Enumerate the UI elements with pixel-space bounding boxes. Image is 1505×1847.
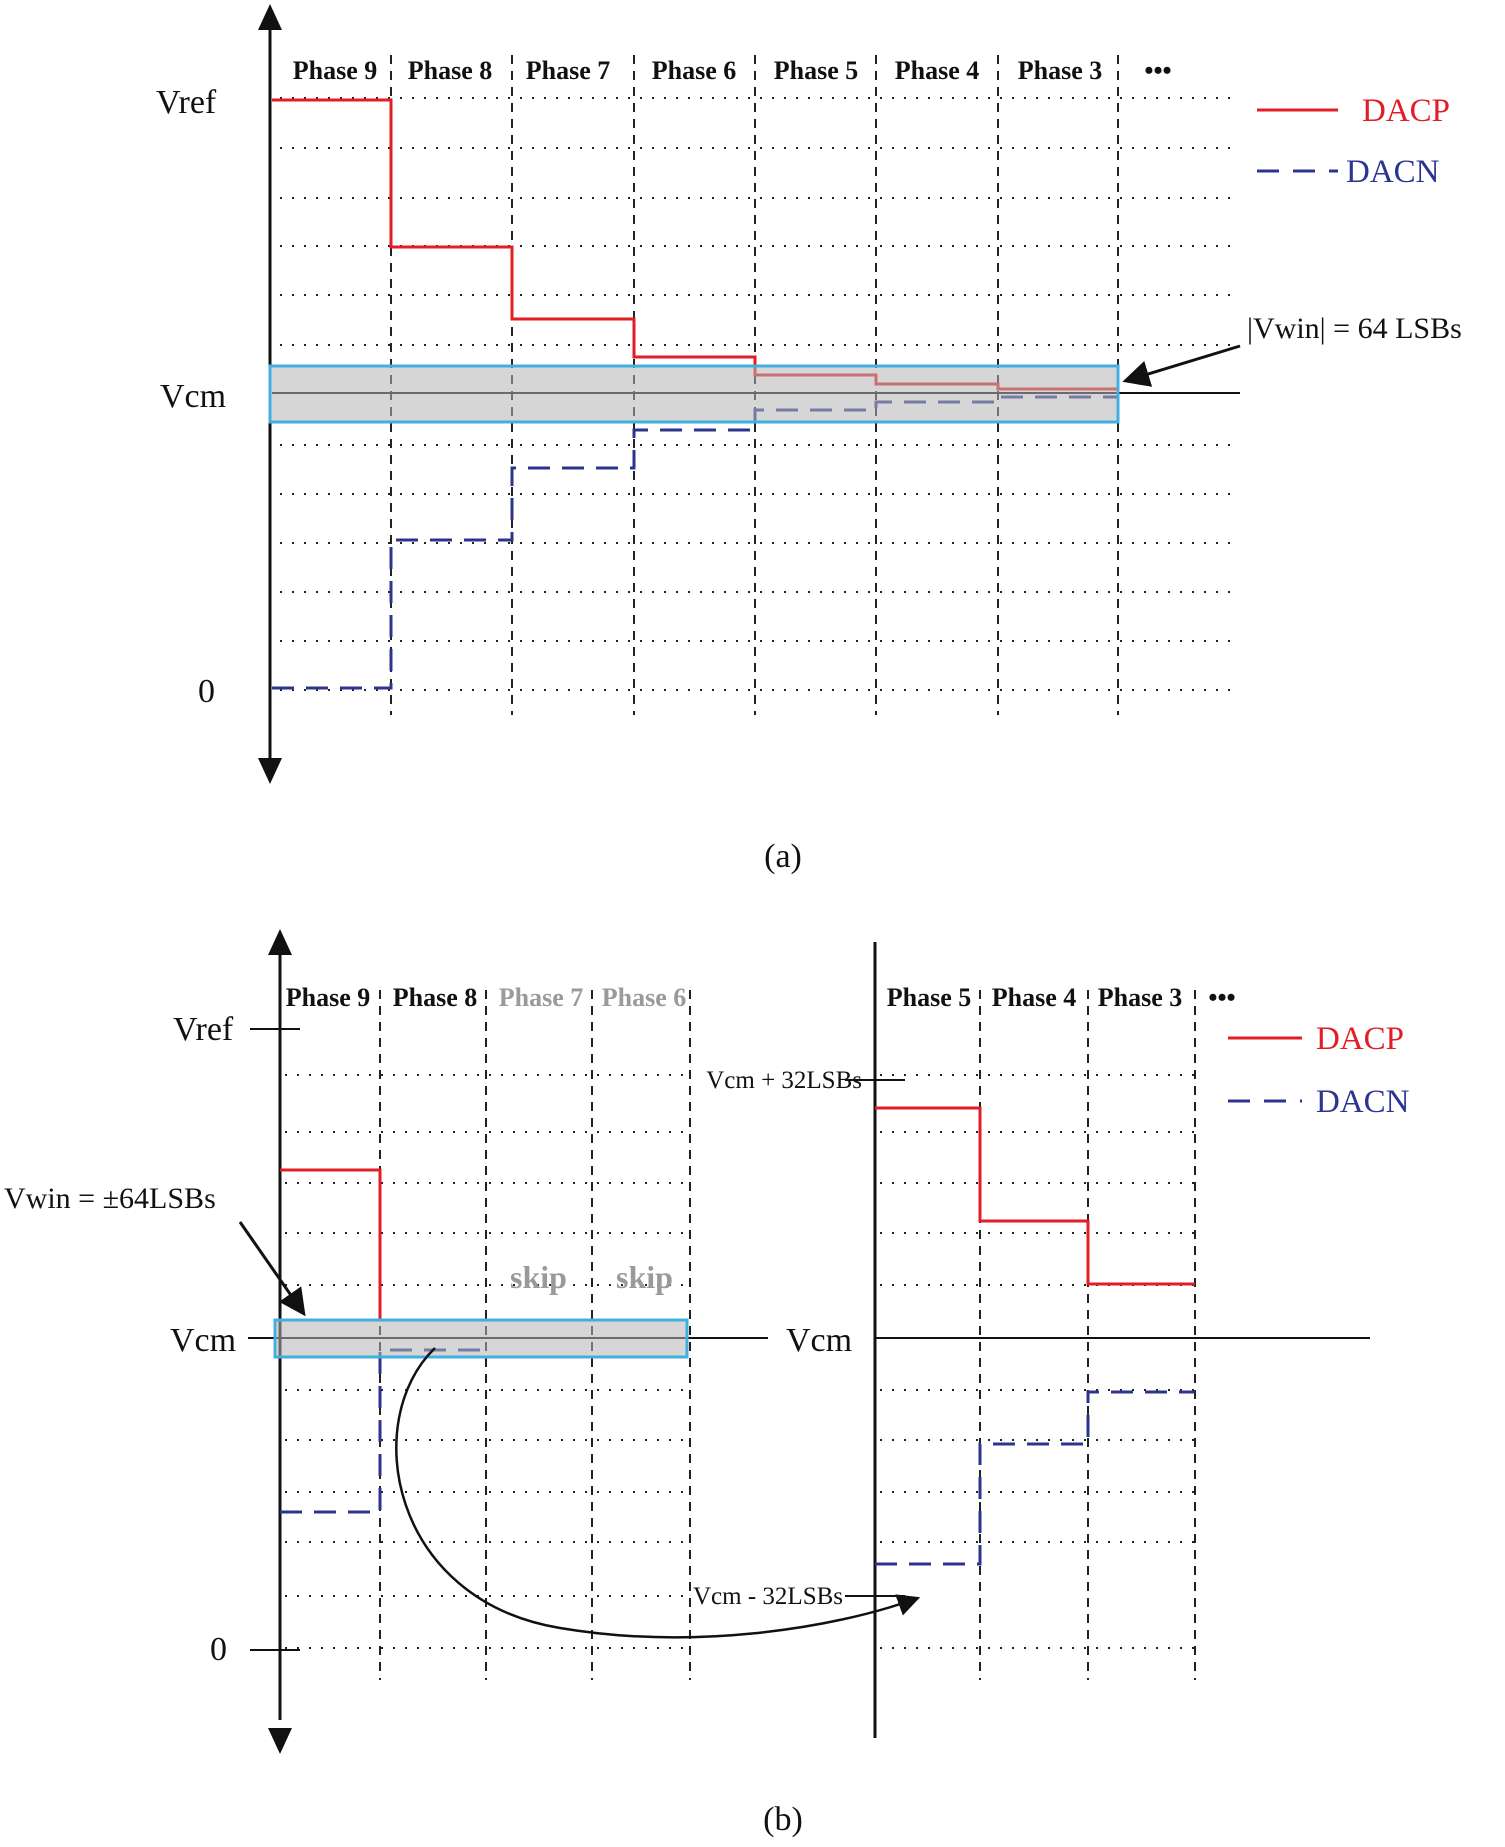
panel-b-dacp-line-left bbox=[280, 1168, 486, 1322]
panel-b-vcm-label: Vcm bbox=[170, 1322, 236, 1359]
panel-b-vref-label: Vref bbox=[173, 1011, 234, 1048]
panel-b-phase-label: Phase 5 bbox=[887, 983, 972, 1012]
panel-a-window-band bbox=[268, 364, 1120, 424]
panel-b-dacn-line-right bbox=[875, 1390, 1195, 1566]
panel-a-phase-label: Phase 9 bbox=[293, 56, 378, 85]
panel-b-vcm-minus-label: Vcm - 32LSBs bbox=[693, 1583, 843, 1610]
panel-b-right-grid bbox=[880, 1074, 1195, 1649]
panel-b-phase-label: Phase 8 bbox=[393, 983, 478, 1012]
panel-b-axis-arrow-up bbox=[268, 929, 292, 955]
panel-a-legend: DACP DACN bbox=[1257, 93, 1450, 190]
panel-a-phase-label: Phase 5 bbox=[774, 56, 859, 85]
panel-b-vcm-plus-label: Vcm + 32LSBs bbox=[706, 1067, 862, 1094]
panel-b-phase-labels: Phase 9 Phase 8 Phase 7 Phase 6 Phase 5 … bbox=[286, 983, 1236, 1012]
panel-b-dacp-line-right bbox=[875, 1106, 1195, 1286]
panel-b-phase-label: Phase 4 bbox=[992, 983, 1077, 1012]
panel-b-jump-arrow bbox=[395, 1347, 921, 1639]
panel-a-caption: (a) bbox=[764, 838, 802, 875]
panel-a-phase-label: Phase 7 bbox=[526, 56, 611, 85]
panel-b-window-band bbox=[273, 1318, 689, 1359]
panel-b-legend-dacn-label: DACN bbox=[1316, 1084, 1410, 1120]
panel-a-phase-label: Phase 4 bbox=[895, 56, 980, 85]
panel-b: Phase 9 Phase 8 Phase 7 Phase 6 Phase 5 … bbox=[4, 929, 1410, 1838]
panel-b-vwin-arrow bbox=[238, 1221, 306, 1317]
panel-b-axis-arrow-down bbox=[268, 1728, 292, 1754]
panel-a-legend-dacn-label: DACN bbox=[1346, 154, 1440, 190]
panel-b-skip-label: skip bbox=[510, 1259, 567, 1295]
panel-b-vcm-label-right: Vcm bbox=[786, 1322, 852, 1359]
panel-a-phase-label: Phase 8 bbox=[408, 56, 493, 85]
panel-b-skip-label: skip bbox=[616, 1259, 673, 1295]
panel-a-vwin-arrow bbox=[1122, 344, 1241, 387]
panel-b-phase-label-skipped: Phase 6 bbox=[602, 983, 687, 1012]
panel-a: Phase 9 Phase 8 Phase 7 Phase 6 Phase 5 … bbox=[156, 4, 1462, 875]
panel-b-zero-label: 0 bbox=[210, 1631, 227, 1668]
panel-a-axis-arrow-up bbox=[258, 4, 282, 30]
panel-b-legend-dacp-label: DACP bbox=[1316, 1021, 1404, 1057]
panel-b-dacn-line-left bbox=[280, 1348, 486, 1514]
panel-b-phase-label: Phase 9 bbox=[286, 983, 371, 1012]
panel-a-vcm-label: Vcm bbox=[160, 378, 226, 415]
panel-b-ellipsis: ••• bbox=[1208, 983, 1235, 1012]
panel-a-zero-label: 0 bbox=[198, 673, 215, 710]
panel-b-caption: (b) bbox=[763, 1801, 803, 1838]
panel-a-phase-labels: Phase 9 Phase 8 Phase 7 Phase 6 Phase 5 … bbox=[293, 56, 1172, 85]
panel-a-phase-label: Phase 6 bbox=[652, 56, 737, 85]
panel-b-legend: DACP DACN bbox=[1228, 1021, 1410, 1120]
panel-a-vwin-annotation: |Vwin| = 64 LSBs bbox=[1247, 312, 1462, 345]
panel-a-vref-label: Vref bbox=[156, 84, 217, 121]
panel-b-phase-label-skipped: Phase 7 bbox=[499, 983, 584, 1012]
panel-a-dacp-line bbox=[272, 98, 1118, 391]
panel-b-phase-label: Phase 3 bbox=[1098, 983, 1183, 1012]
panel-a-phase-dividers bbox=[390, 55, 1119, 715]
panel-a-dacn-line bbox=[272, 395, 1118, 690]
panel-b-left-grid bbox=[285, 1074, 690, 1649]
panel-a-legend-dacp-label: DACP bbox=[1362, 93, 1450, 129]
panel-a-phase-label: Phase 3 bbox=[1018, 56, 1103, 85]
panel-b-vwin-label: Vwin = ±64LSBs bbox=[4, 1182, 216, 1215]
panel-a-axis-arrow-down bbox=[258, 758, 282, 784]
panel-a-ellipsis: ••• bbox=[1144, 56, 1171, 85]
panel-a-grid bbox=[280, 97, 1240, 691]
